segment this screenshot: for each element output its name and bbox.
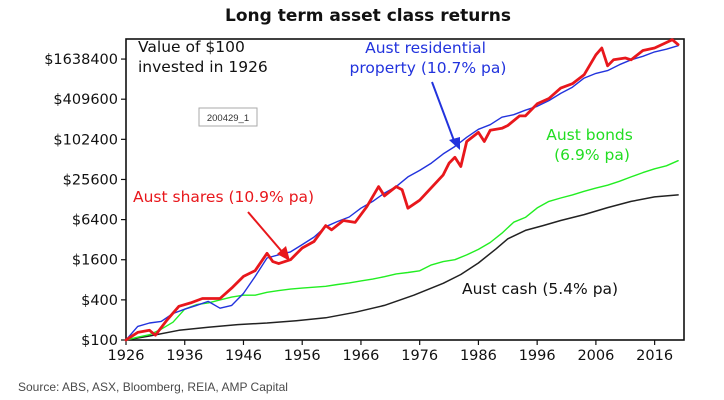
x-tick-label: 1996 bbox=[519, 348, 556, 364]
svg-text:Aust residential propert: Aust residential property (10.7% pa) bbox=[350, 39, 507, 77]
cash-label: Aust cash (5.4% pa) bbox=[462, 280, 618, 298]
property-arrow bbox=[431, 81, 457, 147]
stamp-box bbox=[198, 107, 258, 127]
bonds-label-line-2: (6.9% pa) bbox=[554, 146, 630, 164]
shares-label: Aust shares (10.9% pa) bbox=[133, 188, 314, 206]
y-axis: $100 $400 $1600 $6400 $25600 $102400 $409600 $1… bbox=[44, 52, 126, 349]
series-layer bbox=[124, 38, 680, 342]
bonds-label: Aust bonds (6.9% pa) bbox=[546, 126, 638, 164]
bonds-label-line-1: Aust bonds bbox=[546, 126, 633, 144]
y-tick-label: $100 bbox=[81, 333, 118, 349]
source-note: Source: ABS, ASX, Bloomberg, REIA, AMP C… bbox=[18, 380, 288, 394]
x-tick-label: 1956 bbox=[284, 348, 321, 364]
chart-title: Long term asset class returns bbox=[225, 6, 511, 26]
x-tick-label: 1936 bbox=[166, 348, 203, 364]
series-line-bonds bbox=[125, 159, 679, 341]
series-line-shares bbox=[124, 38, 680, 342]
y-tick-label: $102400 bbox=[53, 132, 118, 148]
svg-text:Aust bonds (6.9% pa): Aust bonds (6.9% pa) bbox=[546, 126, 638, 164]
series-line-property bbox=[125, 45, 679, 341]
shares-arrow bbox=[247, 211, 285, 255]
y-tick-label: $1600 bbox=[72, 253, 118, 269]
x-tick-label: 2006 bbox=[577, 348, 614, 364]
box-note: Value of $100 invested in 1926 bbox=[138, 38, 268, 76]
x-tick-label: 1946 bbox=[225, 348, 262, 364]
x-tick-label: 1926 bbox=[108, 348, 145, 364]
y-tick-label: $1638400 bbox=[44, 52, 118, 68]
stamp-text: 200429_1 bbox=[207, 113, 249, 124]
property-arrowhead bbox=[449, 137, 460, 150]
box-note-line-2: invested in 1926 bbox=[138, 58, 268, 76]
y-tick-label: $409600 bbox=[53, 92, 118, 108]
y-tick-label: $400 bbox=[81, 293, 118, 309]
property-label-line-1: Aust residential bbox=[365, 39, 486, 57]
x-axis: 1926 1936 1946 1956 1966 1976 1986 1996 2006 2016 bbox=[108, 340, 673, 364]
shares-arrowhead bbox=[277, 246, 290, 261]
y-tick-label: $6400 bbox=[72, 213, 118, 229]
y-tick-label: $25600 bbox=[63, 172, 118, 188]
box-note-line-1: Value of $100 bbox=[138, 38, 245, 56]
x-tick-label: 1966 bbox=[342, 348, 379, 364]
x-tick-label: 1976 bbox=[401, 348, 438, 364]
property-label: Aust residential property (10.7% pa) bbox=[350, 39, 507, 77]
property-label-line-2: property (10.7% pa) bbox=[350, 59, 507, 77]
series-line-cash bbox=[125, 194, 679, 341]
x-tick-label: 2016 bbox=[636, 348, 673, 364]
svg-text:Value of $100 invested i: Value of $100 invested in 1926 bbox=[138, 38, 268, 76]
stamp: 200429_1 bbox=[198, 107, 258, 127]
x-tick-label: 1986 bbox=[460, 348, 497, 364]
